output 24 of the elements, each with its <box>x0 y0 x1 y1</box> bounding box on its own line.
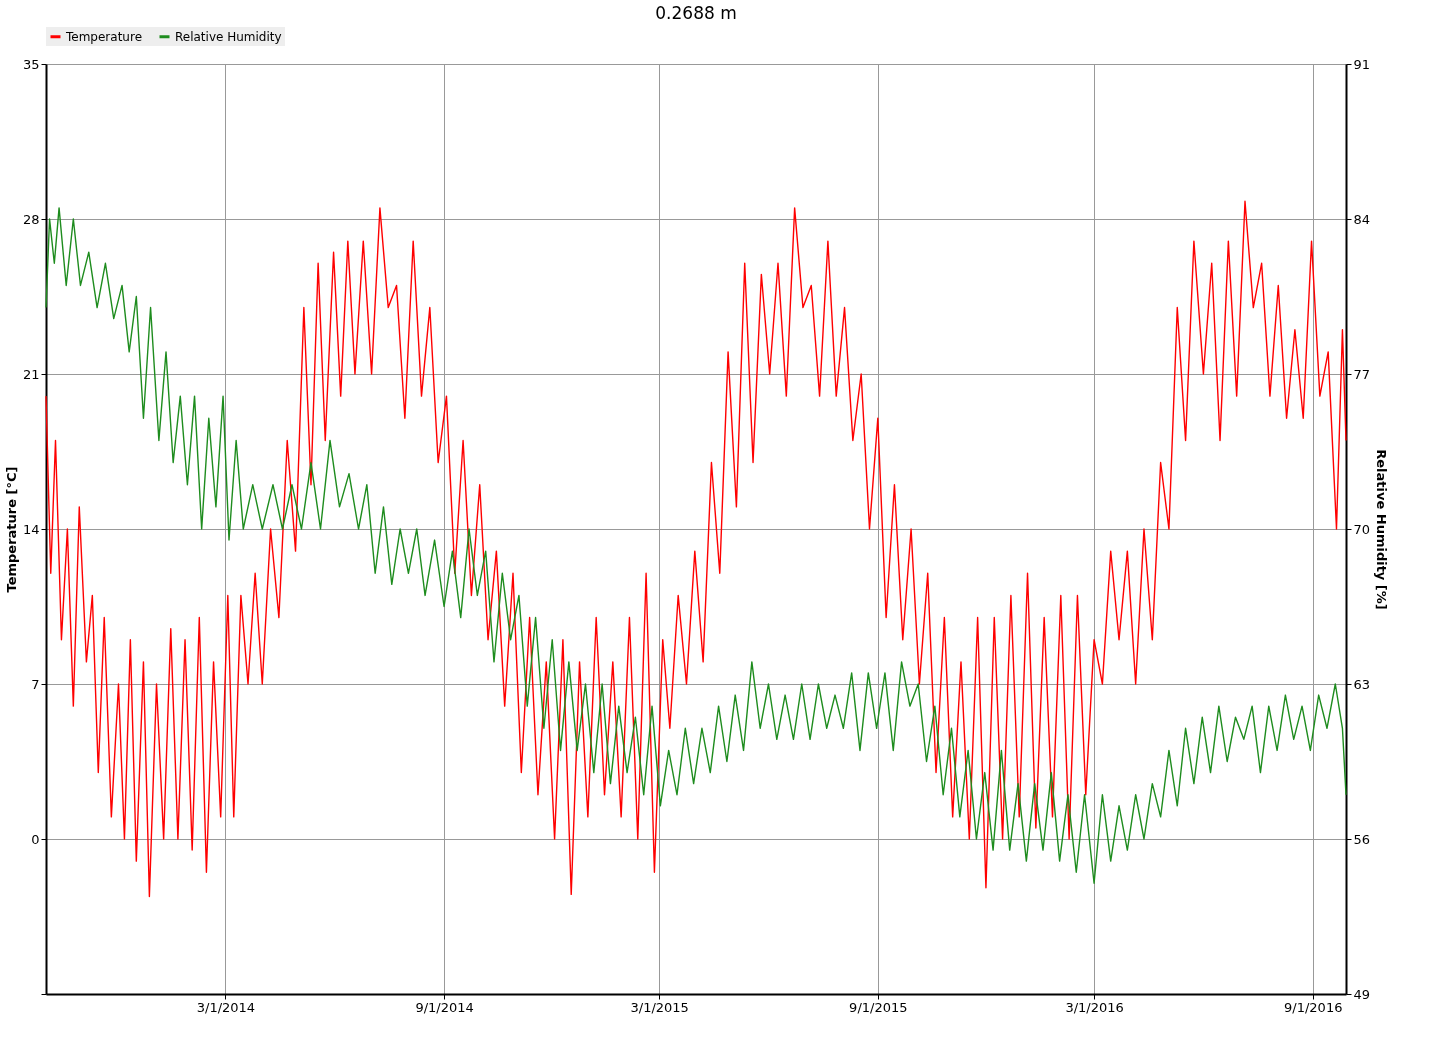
y2-tick-label: 49 <box>1353 986 1371 1002</box>
y-tick-label: 0 <box>31 831 40 847</box>
x-tick-label: 3/1/2016 <box>1065 999 1124 1015</box>
y2-tick-label: 70 <box>1353 521 1371 537</box>
y2-axis-title: Relative Humidity [%] <box>1374 449 1390 610</box>
y2-tick-label: 56 <box>1353 831 1371 847</box>
x-tick-label: 3/1/2015 <box>630 999 689 1015</box>
y2-tick-label: 84 <box>1353 211 1371 227</box>
y2-tick-label: 77 <box>1353 366 1371 382</box>
y-tick-label: 35 <box>22 56 40 72</box>
y-tick-label: 28 <box>22 211 40 227</box>
y2-tick-label: 91 <box>1353 56 1371 72</box>
legend-label: Relative Humidity <box>175 29 282 44</box>
chart-title: 0.2688 m <box>655 3 737 23</box>
x-tick-label: 9/1/2014 <box>415 999 474 1015</box>
x-tick-label: 9/1/2015 <box>849 999 908 1015</box>
x-tick-label: 9/1/2016 <box>1284 999 1343 1015</box>
y-tick-label: 14 <box>22 521 40 537</box>
x-tick-label: 3/1/2014 <box>196 999 256 1015</box>
y-tick-label: 7 <box>31 676 40 692</box>
y2-tick-label: 63 <box>1353 676 1371 692</box>
y-tick-label: 21 <box>22 366 40 382</box>
y-axis-title: Temperature [°C] <box>3 466 19 593</box>
legend-label: Temperature <box>65 29 143 44</box>
